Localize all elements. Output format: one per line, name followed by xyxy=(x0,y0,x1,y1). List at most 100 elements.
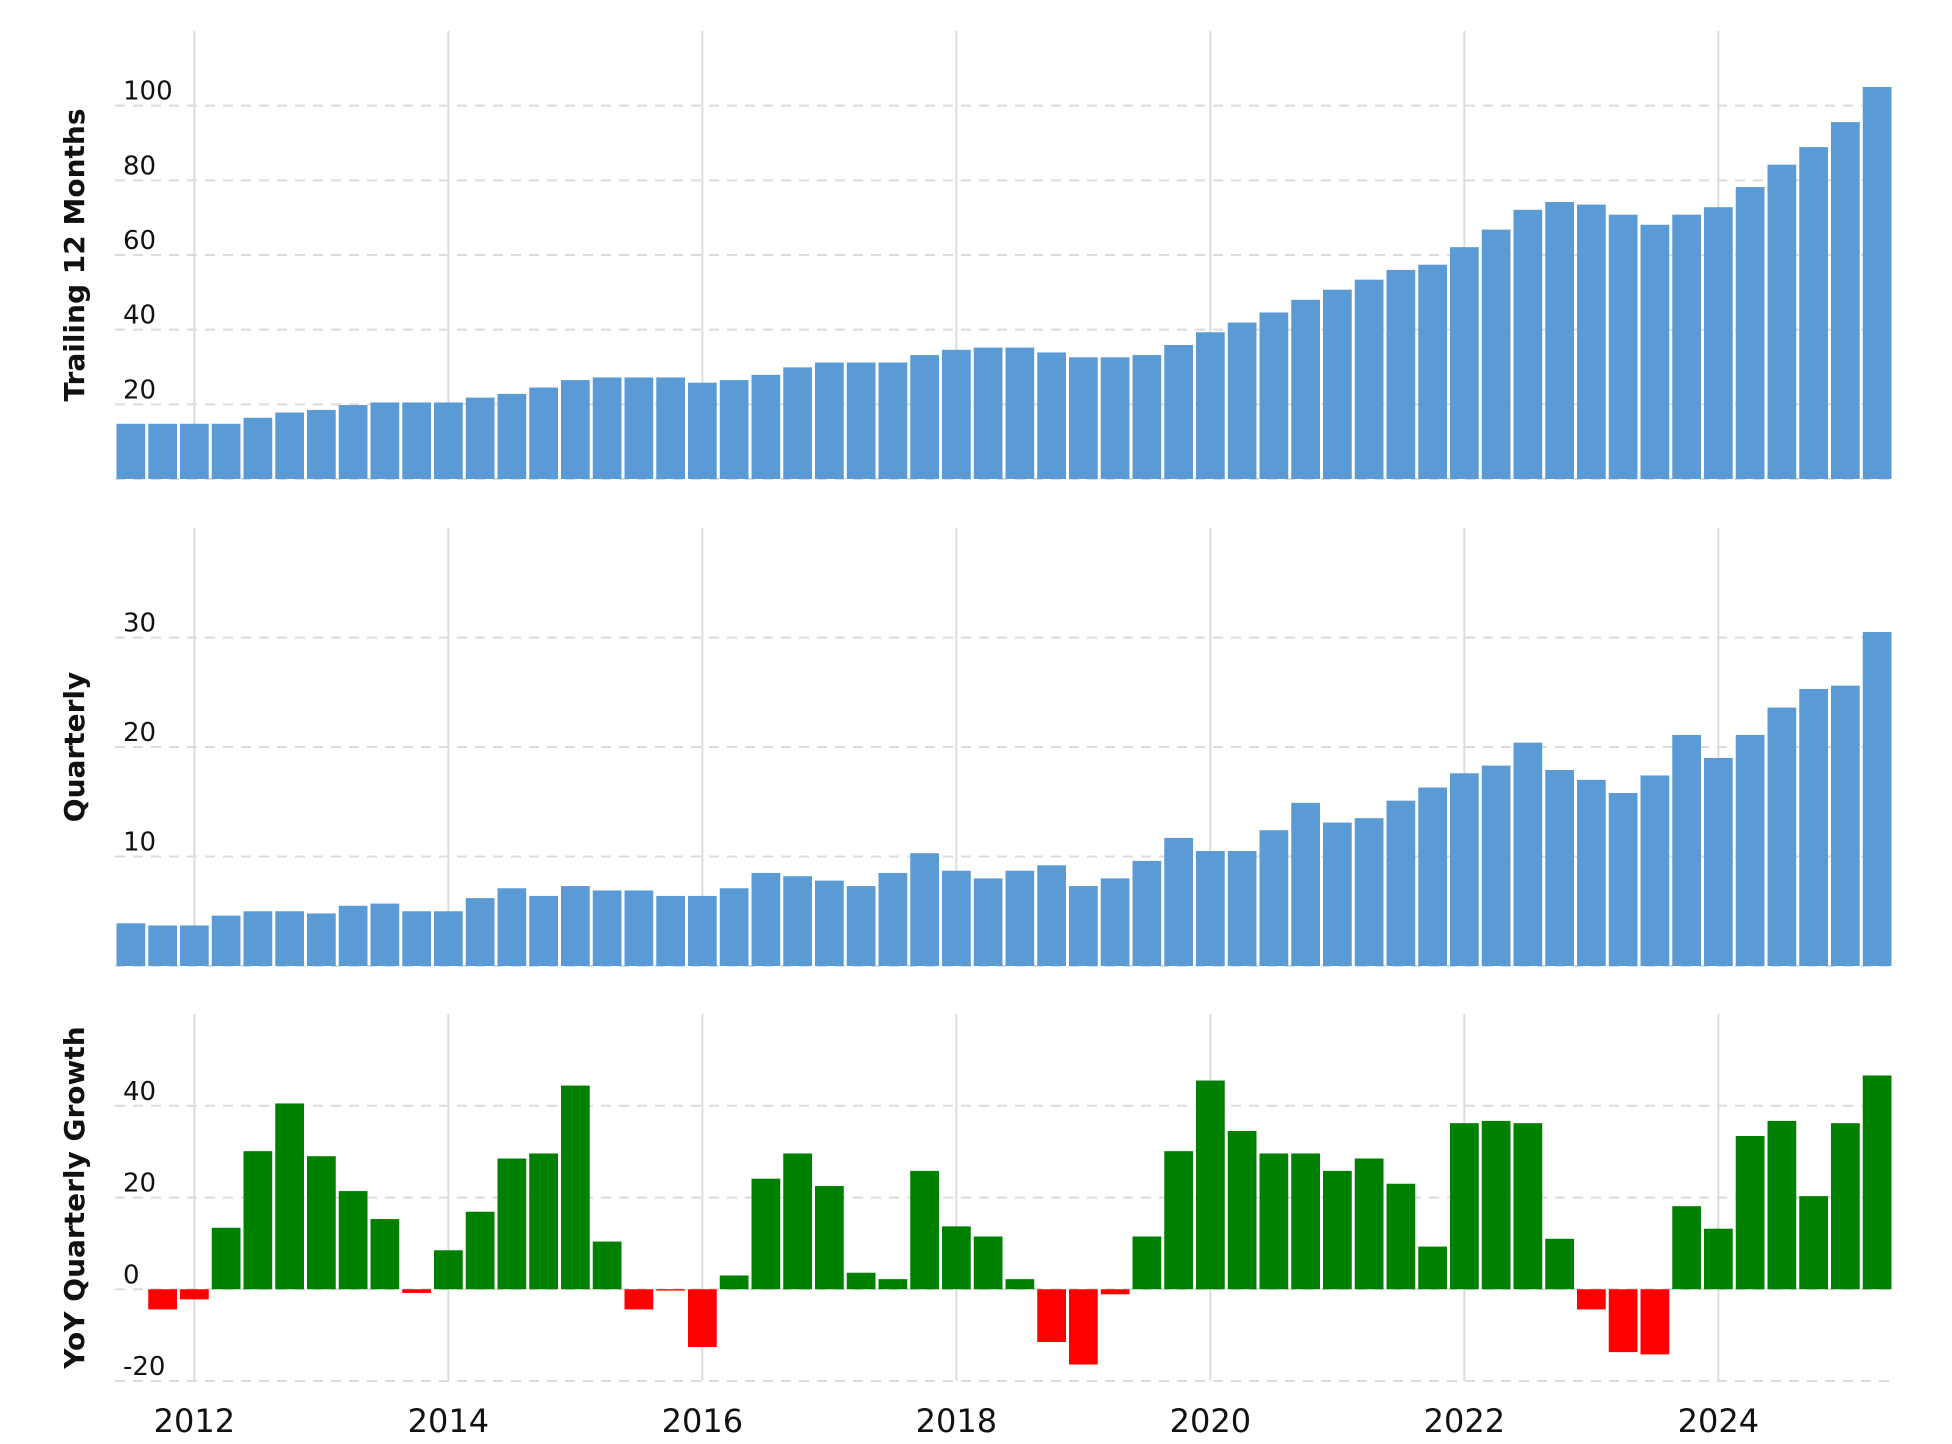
x-tick-label: 2022 xyxy=(1424,1402,1505,1440)
y-tick-label: -20 xyxy=(123,1352,165,1382)
bar xyxy=(307,913,336,966)
bar xyxy=(402,1289,431,1293)
y-tick-label: 20 xyxy=(123,718,156,748)
bar xyxy=(1100,357,1130,479)
bar xyxy=(402,402,431,479)
bar xyxy=(1069,357,1098,479)
bar xyxy=(180,925,209,966)
bar xyxy=(1640,224,1670,479)
bar xyxy=(973,1236,1003,1290)
bar xyxy=(1323,822,1352,966)
bar xyxy=(592,1241,622,1290)
bar xyxy=(751,374,781,479)
bar xyxy=(1100,1289,1130,1295)
bar xyxy=(1831,1123,1860,1290)
bar xyxy=(1418,264,1447,479)
bar xyxy=(1227,322,1257,479)
bar xyxy=(211,915,241,966)
x-tick-label: 2018 xyxy=(916,1402,997,1440)
bar xyxy=(1767,707,1797,966)
bar xyxy=(1259,830,1289,966)
bar xyxy=(1354,279,1384,479)
bar xyxy=(497,393,527,479)
bar xyxy=(1418,1246,1447,1290)
y-tick-label: 60 xyxy=(123,226,156,256)
bar xyxy=(180,423,209,479)
bar xyxy=(942,1226,971,1290)
bar xyxy=(243,911,273,966)
bar xyxy=(1577,204,1606,479)
bar xyxy=(1164,837,1193,966)
bar xyxy=(1259,312,1289,479)
bar xyxy=(148,423,177,479)
bar xyxy=(529,895,558,966)
bar xyxy=(434,402,463,479)
bar xyxy=(624,890,654,966)
bar xyxy=(1577,1289,1606,1310)
bar xyxy=(624,1289,654,1310)
bar xyxy=(1227,1130,1257,1290)
bar xyxy=(719,888,749,966)
bar xyxy=(529,1153,558,1290)
bar xyxy=(1704,1228,1733,1290)
bar xyxy=(529,387,558,479)
bar xyxy=(751,1178,781,1290)
bar xyxy=(783,367,812,479)
bar xyxy=(1799,147,1828,479)
bar xyxy=(1862,1075,1892,1290)
bar xyxy=(1069,886,1098,966)
bar xyxy=(434,911,463,966)
bar xyxy=(561,886,590,966)
bar xyxy=(719,1275,749,1290)
bar xyxy=(846,1272,876,1290)
bar xyxy=(275,412,304,479)
x-tick-label: 2012 xyxy=(154,1402,235,1440)
bar xyxy=(1672,734,1701,966)
bar xyxy=(1513,209,1543,479)
bar xyxy=(1291,1153,1320,1290)
bar xyxy=(370,402,400,479)
y-axis-title: Quarterly xyxy=(58,672,91,822)
y-tick-label: 40 xyxy=(123,1077,156,1107)
bar xyxy=(1291,299,1320,479)
bar xyxy=(211,423,241,479)
bar xyxy=(338,405,368,479)
bar xyxy=(1862,87,1892,479)
bar xyxy=(1513,1123,1543,1290)
bar xyxy=(910,1170,939,1290)
bar xyxy=(1735,734,1765,966)
bar xyxy=(656,377,685,479)
bar xyxy=(211,1227,241,1290)
bar xyxy=(1545,1238,1574,1290)
bar xyxy=(1545,769,1574,966)
bar xyxy=(1005,870,1035,966)
bar xyxy=(1608,214,1638,479)
bar xyxy=(942,870,971,966)
bar xyxy=(561,1085,590,1290)
bar xyxy=(719,380,749,479)
bar xyxy=(243,417,273,479)
bar xyxy=(878,1279,908,1290)
bar xyxy=(497,888,527,966)
bar xyxy=(783,876,812,966)
bar xyxy=(1481,1120,1511,1290)
bar xyxy=(370,1219,400,1290)
bar xyxy=(1672,1206,1701,1290)
bar xyxy=(815,1186,844,1290)
bar xyxy=(402,911,431,966)
bar xyxy=(1577,779,1606,966)
bar xyxy=(1481,765,1511,966)
x-tick-label: 2024 xyxy=(1678,1402,1759,1440)
bar xyxy=(1640,775,1670,966)
bar xyxy=(688,1289,717,1348)
bar xyxy=(1672,214,1701,479)
x-tick-label: 2014 xyxy=(408,1402,489,1440)
y-axis-title: YoY Quarterly Growth xyxy=(58,1026,91,1369)
bar xyxy=(307,409,336,479)
bar xyxy=(751,872,781,966)
bar xyxy=(1323,1170,1352,1290)
bar xyxy=(1196,851,1225,966)
bar xyxy=(910,355,939,479)
bar xyxy=(307,1156,336,1290)
